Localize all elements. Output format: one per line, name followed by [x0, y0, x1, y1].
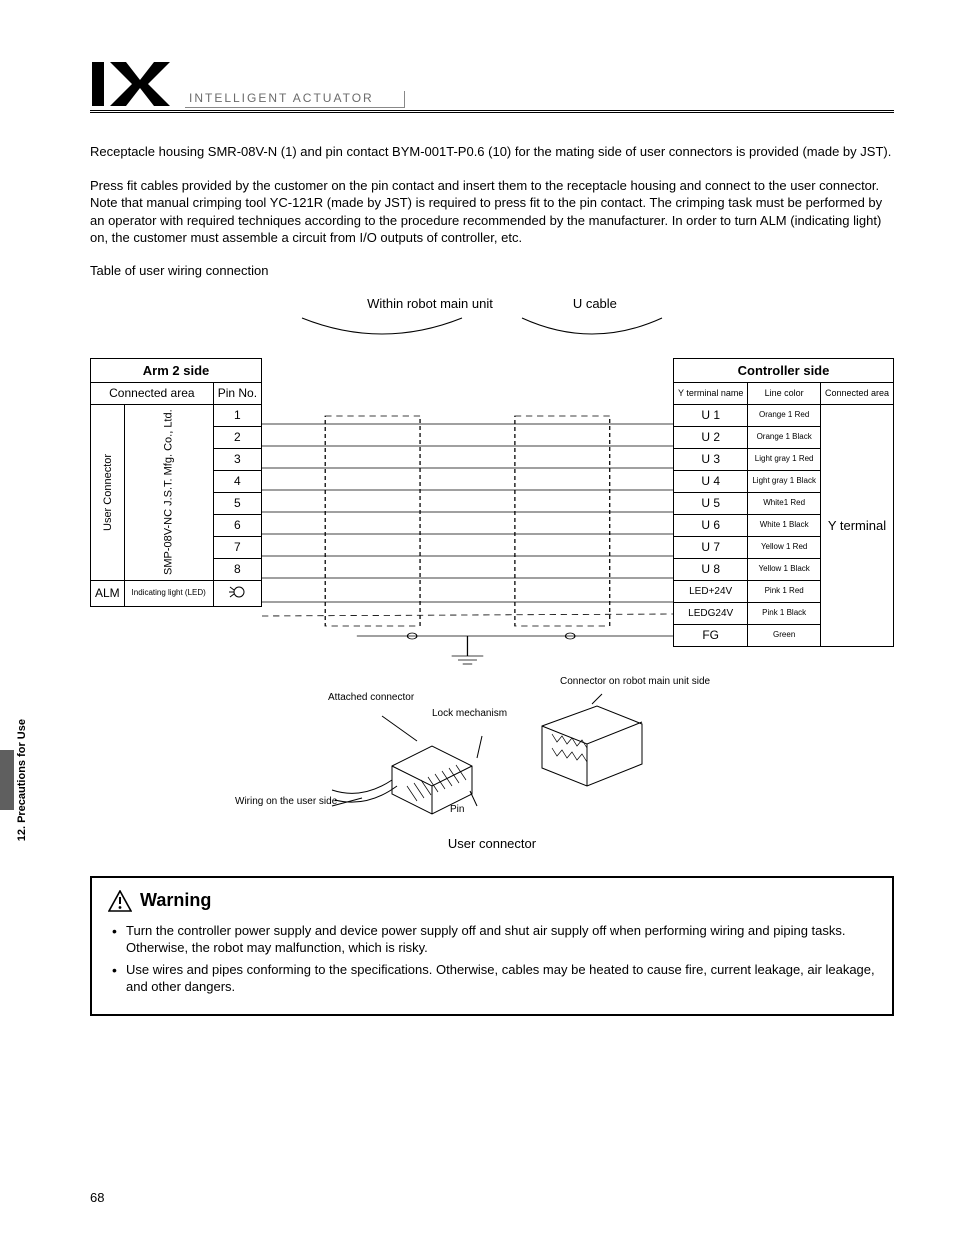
controller-table: Controller side Y terminal name Line col… — [673, 358, 894, 647]
ctrl-c-5: White 1 Black — [748, 514, 821, 536]
ctrl-y-10: FG — [673, 624, 747, 646]
ctrl-col-conn: Connected area — [820, 382, 893, 404]
ctrl-c-2: Light gray 1 Red — [748, 448, 821, 470]
ctrl-y-5: U 6 — [673, 514, 747, 536]
ctrl-c-4: White1 Red — [748, 492, 821, 514]
ctrl-col-line: Line color — [748, 382, 821, 404]
ctrl-c-10: Green — [748, 624, 821, 646]
arm2-table: Arm 2 side Connected area Pin No. User C… — [90, 358, 262, 607]
alm-desc: Indicating light (LED) — [124, 580, 213, 606]
arm2-title: Arm 2 side — [91, 358, 262, 382]
arm2-col-pin: Pin No. — [213, 382, 261, 404]
warning-title: Warning — [140, 890, 211, 911]
warning-box: Warning Turn the controller power supply… — [90, 876, 894, 1016]
ctrl-c-0: Orange 1 Red — [748, 404, 821, 426]
ctrl-y-1: U 2 — [673, 426, 747, 448]
brand-text: INTELLIGENT ACTUATOR — [185, 91, 405, 108]
page-number: 68 — [90, 1190, 104, 1205]
warning-title-row: Warning — [108, 890, 876, 912]
led-icon — [228, 583, 246, 601]
led-icon-cell — [213, 580, 261, 606]
pin-8: 8 — [213, 558, 261, 580]
pin-3: 3 — [213, 448, 261, 470]
ctrl-y-2: U 3 — [673, 448, 747, 470]
ctrl-c-6: Yellow 1 Red — [748, 536, 821, 558]
wiring-diagram: Within robot main unit U cable Arm 2 sid… — [90, 296, 894, 856]
ctrl-title: Controller side — [673, 358, 893, 382]
ctrl-y-9: LEDG24V — [673, 602, 747, 624]
intro-para-2: Press fit cables provided by the custome… — [90, 177, 894, 247]
ctrl-y-0: U 1 — [673, 404, 747, 426]
ctrl-y-8: LED+24V — [673, 580, 747, 602]
label-within-robot: Within robot main unit — [367, 296, 493, 311]
pin-7: 7 — [213, 536, 261, 558]
label-pin: Pin — [450, 804, 464, 815]
arm2-col-connected: Connected area — [91, 382, 214, 404]
page-header: INTELLIGENT ACTUATOR — [90, 60, 894, 113]
ctrl-c-9: Pink 1 Black — [748, 602, 821, 624]
wiring-lines-icon — [262, 358, 673, 668]
ctrl-c-1: Orange 1 Black — [748, 426, 821, 448]
ctrl-col-yterm: Y terminal name — [673, 382, 747, 404]
user-connector-caption: User connector — [90, 836, 894, 851]
warning-item-2: Use wires and pipes conforming to the sp… — [108, 961, 876, 996]
pin-4: 4 — [213, 470, 261, 492]
warning-list: Turn the controller power supply and dev… — [108, 922, 876, 996]
label-u-cable: U cable — [573, 296, 617, 311]
intro-para-1: Receptacle housing SMR-08V-N (1) and pin… — [90, 143, 894, 161]
label-wiring-user-side: Wiring on the user side — [235, 796, 337, 807]
label-lock-mechanism: Lock mechanism — [432, 708, 507, 719]
pin-6: 6 — [213, 514, 261, 536]
smp-label: SMP-08V-NC J.S.T. Mfg. Co., Ltd. — [124, 404, 213, 580]
warning-icon — [108, 890, 132, 912]
ctrl-c-3: Light gray 1 Black — [748, 470, 821, 492]
ctrl-y-6: U 7 — [673, 536, 747, 558]
alm-label: ALM — [91, 580, 125, 606]
bracket-curve-icon — [292, 314, 692, 350]
warning-item-1: Turn the controller power supply and dev… — [108, 922, 876, 957]
pin-1: 1 — [213, 404, 261, 426]
label-robot-side: Connector on robot main unit side — [560, 676, 710, 687]
table-caption: Table of user wiring connection — [90, 263, 894, 278]
ctrl-y-3: U 4 — [673, 470, 747, 492]
y-terminal-label: Y terminal — [820, 404, 893, 646]
user-connector-label: User Connector — [91, 404, 125, 580]
pin-5: 5 — [213, 492, 261, 514]
ix-logo-icon — [90, 60, 175, 108]
ctrl-y-4: U 5 — [673, 492, 747, 514]
ctrl-c-8: Pink 1 Red — [748, 580, 821, 602]
pin-2: 2 — [213, 426, 261, 448]
label-attached-connector: Attached connector — [328, 692, 414, 703]
ctrl-y-7: U 8 — [673, 558, 747, 580]
ctrl-c-7: Yellow 1 Black — [748, 558, 821, 580]
